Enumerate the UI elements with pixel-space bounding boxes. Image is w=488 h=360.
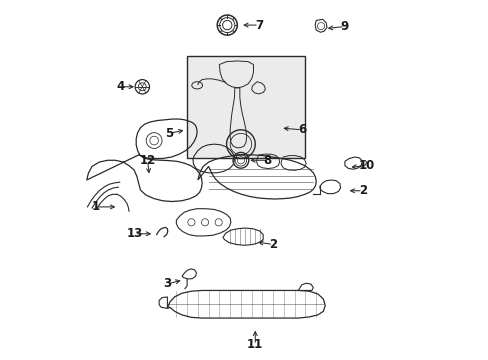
- Text: 12: 12: [139, 154, 156, 167]
- Text: 2: 2: [358, 184, 366, 197]
- Text: 7: 7: [254, 19, 263, 32]
- Text: 5: 5: [165, 127, 173, 140]
- Text: 6: 6: [297, 123, 305, 136]
- Text: 13: 13: [126, 227, 142, 240]
- Text: 11: 11: [246, 338, 263, 351]
- Text: 9: 9: [340, 20, 348, 33]
- Bar: [187, 56, 305, 158]
- Text: 1: 1: [91, 201, 100, 213]
- Text: 4: 4: [117, 80, 124, 93]
- Text: 3: 3: [163, 278, 171, 291]
- Text: 2: 2: [268, 238, 277, 251]
- Text: 8: 8: [263, 154, 271, 167]
- Text: 10: 10: [358, 159, 374, 172]
